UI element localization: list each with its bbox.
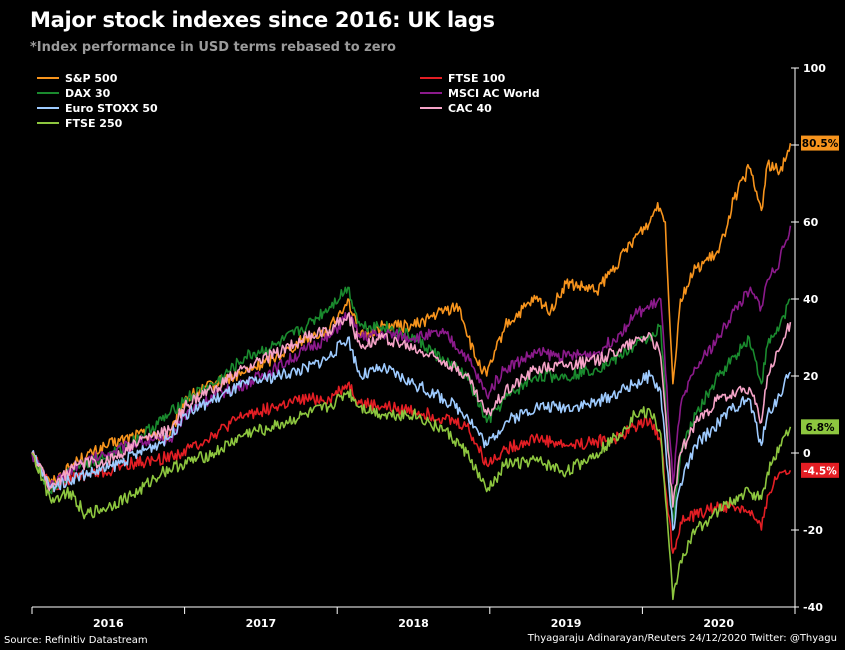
chart-title: Major stock indexes since 2016: UK lags bbox=[30, 8, 495, 32]
legend-label: FTSE 100 bbox=[448, 72, 506, 85]
chart-subtitle: *Index performance in USD terms rebased … bbox=[30, 40, 396, 55]
series-line-ftse-100 bbox=[31, 381, 792, 554]
legend-label: MSCI AC World bbox=[448, 87, 540, 100]
series-line-msci-ac-world bbox=[31, 225, 792, 489]
y-tick-label: -20 bbox=[803, 524, 823, 537]
end-label-box bbox=[801, 462, 839, 478]
y-tick-label: -40 bbox=[803, 601, 823, 614]
series-line-dax-30 bbox=[31, 286, 791, 524]
x-tick-label: 2020 bbox=[703, 617, 734, 630]
x-tick-label: 2018 bbox=[398, 617, 429, 630]
legend-label: Euro STOXX 50 bbox=[65, 102, 158, 115]
end-label: 6.8% bbox=[805, 422, 835, 434]
legend-label: DAX 30 bbox=[65, 87, 111, 100]
credit-note: Thyagaraju Adinarayan/Reuters 24/12/2020… bbox=[527, 633, 837, 644]
end-label: 80.5% bbox=[802, 138, 839, 150]
x-tick-label: 2017 bbox=[246, 617, 277, 630]
end-label-box bbox=[801, 419, 839, 435]
source-note: Source: Refinitiv Datastream bbox=[4, 635, 148, 646]
end-label: -4.5% bbox=[803, 465, 837, 477]
series-line-euro-stoxx-50 bbox=[31, 336, 792, 531]
y-tick-label: 20 bbox=[803, 370, 819, 383]
legend-label: S&P 500 bbox=[65, 72, 118, 85]
y-tick-label: 100 bbox=[803, 62, 826, 75]
y-tick-label: 40 bbox=[803, 293, 819, 306]
legend-label: CAC 40 bbox=[448, 102, 492, 115]
y-tick-label: 0 bbox=[803, 447, 811, 460]
x-tick-label: 2016 bbox=[93, 617, 124, 630]
series-line-ftse-250 bbox=[31, 388, 792, 601]
y-tick-label: 60 bbox=[803, 216, 819, 229]
series-line-cac-40 bbox=[31, 312, 792, 508]
legend-label: FTSE 250 bbox=[65, 117, 123, 130]
x-tick-label: 2019 bbox=[551, 617, 582, 630]
end-label-box bbox=[801, 135, 839, 151]
